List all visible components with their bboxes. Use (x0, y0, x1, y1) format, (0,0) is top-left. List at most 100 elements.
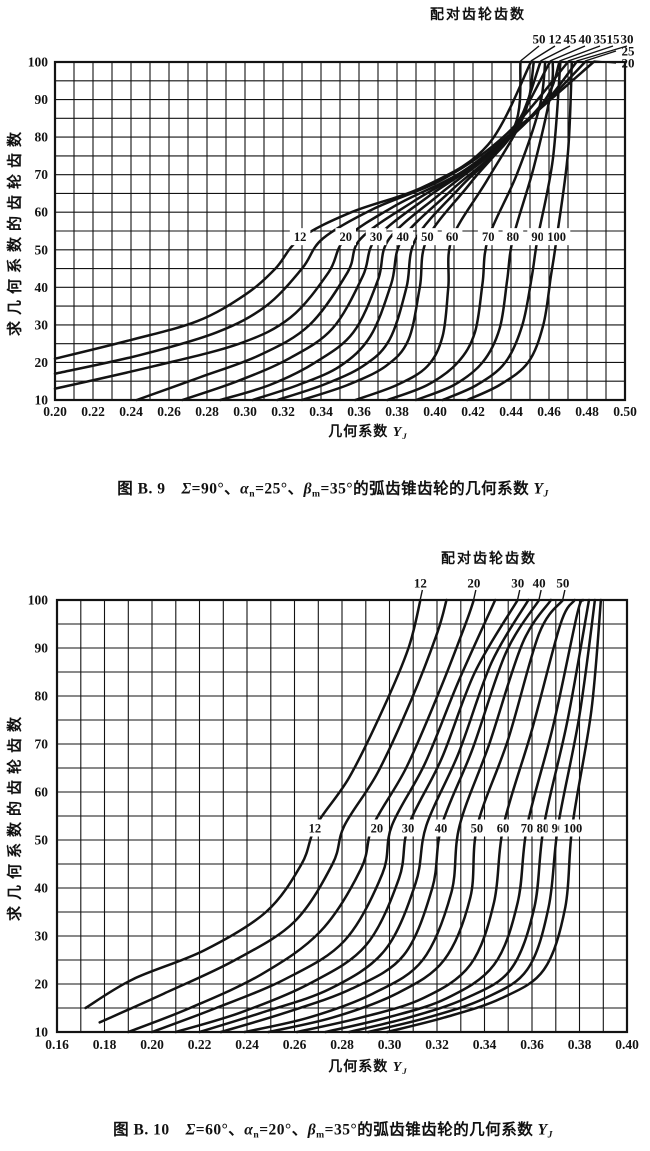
leader-line-fig-b9-50 (520, 45, 540, 62)
top-label-fig-b9-15: 15 (607, 32, 621, 47)
text-segment: =60°、 (195, 1121, 245, 1139)
x-tick-label-fig-b10: 0.26 (283, 1037, 307, 1052)
band-label-patch-fig-b9 (365, 228, 387, 246)
band-label-fig-b9-70: 70 (482, 230, 495, 244)
curve-fig-b9-100 (466, 60, 574, 402)
x-tick-label-fig-b10: 0.18 (93, 1037, 117, 1052)
text-segment: m (316, 1129, 325, 1141)
text-segment: J (402, 1066, 408, 1077)
y-tick-label-fig-b10: 80 (35, 689, 49, 704)
leader-line-fig-b9-12 (530, 45, 556, 62)
y-tick-label-fig-b9: 30 (35, 317, 49, 332)
text-segment: Y (392, 1059, 403, 1075)
x-tick-label-fig-b10: 0.40 (615, 1037, 639, 1052)
leader-line-fig-b9-25 (584, 50, 617, 62)
y-tick-label-fig-b9: 70 (35, 167, 49, 182)
figure-caption-b9: 图 B. 9 Σ=90°、αn=25°、βm=35°的弧齿锥齿轮的几何系数 YJ (117, 476, 548, 499)
y-tick-label-fig-b9: 90 (35, 92, 49, 107)
band-label-patch-fig-b10 (397, 819, 419, 837)
text-segment: =90°、 (191, 480, 241, 498)
y-tick-label-fig-b9: 80 (35, 130, 49, 145)
plot-border-fig-b9 (53, 60, 627, 402)
band-label-fig-b9-90: 90 (531, 230, 544, 244)
text-segment: 几何系数 (328, 424, 393, 440)
band-label-patch-fig-b9 (477, 228, 499, 246)
y-tick-label-fig-b10: 40 (35, 881, 49, 896)
x-tick-label-fig-b10: 0.16 (45, 1037, 69, 1052)
text-segment: n (253, 1129, 260, 1141)
leader-line-fig-b9-40 (549, 45, 586, 62)
band-label-fig-b10-60: 60 (497, 822, 510, 836)
y-tick-label-fig-b9: 40 (35, 280, 49, 295)
band-label-patch-fig-b9 (502, 228, 524, 246)
band-label-fig-b10-12: 12 (309, 822, 322, 836)
top-label-fig-b9-35: 35 (594, 32, 608, 47)
text-segment: β (303, 480, 313, 498)
band-label-patch-fig-b9 (289, 228, 311, 246)
y-tick-label-fig-b9: 10 (35, 393, 49, 408)
x-tick-label-fig-b10: 0.38 (568, 1037, 592, 1052)
curve-fig-b10-15 (98, 598, 448, 1024)
grid-fig-b10 (56, 599, 628, 1033)
x-tick-label-fig-b9: 0.34 (309, 404, 333, 419)
curve-fig-b10-40 (219, 598, 541, 1034)
top-label-fig-b10-12: 12 (414, 576, 427, 591)
mating-teeth-header-b9: 配对齿轮齿数 (430, 8, 526, 23)
curve-fig-b10-80 (347, 598, 591, 1034)
figure-caption-b10: 图 B. 10 Σ=60°、αn=20°、βm=35°的弧齿锥齿轮的几何系数 Y… (113, 1117, 553, 1140)
text-segment: α (244, 1121, 254, 1139)
leader-line-fig-b9-30 (576, 45, 628, 62)
band-label-patch-fig-b9 (441, 228, 463, 246)
band-label-patch-fig-b9 (392, 228, 413, 246)
band-label-fig-b9-20: 20 (339, 230, 352, 244)
leader-line-fig-b10-50 (562, 589, 566, 600)
text-segment: n (249, 488, 256, 500)
y-tick-label-fig-b10: 50 (35, 833, 49, 848)
y-axis-title-b9: 求几何系数的齿轮齿数 (7, 125, 24, 337)
x-tick-label-fig-b10: 0.34 (473, 1037, 497, 1052)
text-segment: =35°的弧齿锥齿轮的几何系数 (320, 480, 534, 498)
x-tick-label-fig-b9: 0.30 (233, 404, 257, 419)
top-label-fig-b9-50: 50 (533, 32, 546, 47)
band-label-fig-b10-70: 70 (521, 822, 534, 836)
band-label-patch-fig-b9 (527, 228, 548, 246)
top-label-fig-b10-30: 30 (511, 576, 524, 591)
y-tick-label-fig-b9: 60 (35, 205, 49, 220)
x-tick-label-fig-b10: 0.24 (235, 1037, 259, 1052)
y-tick-label-fig-b10: 60 (35, 785, 49, 800)
y-tick-label-fig-b9: 50 (35, 242, 49, 257)
band-label-patch-fig-b10 (304, 819, 326, 837)
band-label-fig-b9-80: 80 (507, 230, 520, 244)
leader-line-fig-b9-15 (567, 45, 614, 62)
text-segment (170, 1121, 186, 1138)
text-segment: Σ (181, 480, 192, 498)
top-label-fig-b9-20: 20 (622, 56, 635, 71)
x-tick-label-fig-b10: 0.36 (520, 1037, 544, 1052)
top-label-fig-b10-20: 20 (467, 576, 480, 591)
y-axis-title-b10: 求几何系数的齿轮齿数 (7, 710, 24, 922)
top-label-fig-b9-25: 25 (622, 44, 636, 59)
curve-fig-b10-70 (324, 598, 585, 1034)
y-tick-label-fig-b10: 20 (35, 977, 49, 992)
curve-fig-b9-20 (53, 60, 595, 390)
band-label-fig-b9-12: 12 (294, 230, 307, 244)
leader-line-fig-b9-20 (593, 60, 617, 64)
band-label-fig-b10-30: 30 (402, 822, 415, 836)
leader-line-fig-b9-45 (540, 45, 571, 62)
x-tick-label-fig-b9: 0.44 (499, 404, 523, 419)
band-label-fig-b9-60: 60 (446, 230, 459, 244)
top-label-fig-b9-40: 40 (579, 32, 592, 47)
top-label-fig-b10-50: 50 (556, 576, 569, 591)
y-tick-label-fig-b10: 10 (35, 1025, 49, 1040)
band-label-patch-fig-b10 (516, 819, 538, 837)
leader-line-fig-b10-40 (538, 589, 542, 600)
top-label-fig-b10-40: 40 (533, 576, 546, 591)
x-tick-label-fig-b9: 0.42 (461, 404, 485, 419)
top-label-fig-b9-45: 45 (564, 32, 578, 47)
curve-fig-b10-12 (84, 598, 422, 1010)
x-tick-label-fig-b9: 0.20 (43, 404, 67, 419)
x-tick-label-fig-b10: 0.30 (378, 1037, 402, 1052)
x-tick-label-fig-b9: 0.36 (347, 404, 371, 419)
curve-fig-b10-90 (366, 598, 597, 1034)
x-tick-label-fig-b9: 0.46 (537, 404, 561, 419)
